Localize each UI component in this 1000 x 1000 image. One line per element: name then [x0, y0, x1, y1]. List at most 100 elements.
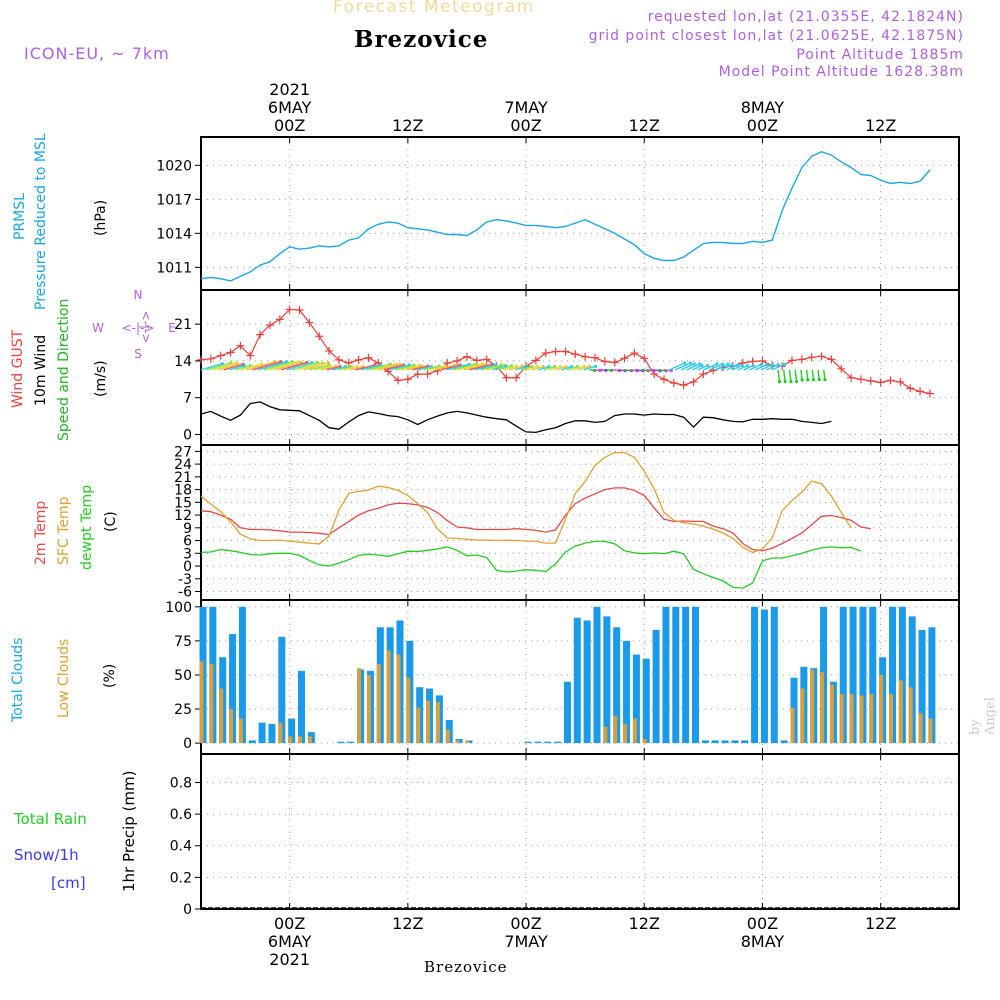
pressure-ytick-label: 1020: [156, 158, 192, 174]
wind-ytick-label: 14: [174, 354, 192, 370]
pressure-ytick-label: 1011: [156, 260, 192, 276]
total-cloud-bar: [544, 741, 552, 744]
gust-marker: [197, 355, 205, 364]
bottom-time-label: 12Z: [865, 914, 896, 933]
total-cloud-bar: [721, 740, 729, 744]
total-cloud-bar: [623, 640, 631, 744]
total-cloud-bar: [918, 629, 926, 744]
total-cloud-bar: [554, 741, 562, 744]
total-cloud-bar: [692, 606, 699, 744]
low-cloud-bar: [445, 729, 450, 744]
gust-marker: [354, 355, 363, 364]
low-cloud-bar: [918, 713, 923, 744]
snow-unit: [cm]: [51, 874, 86, 892]
wind-arrow-head: [770, 363, 775, 367]
gust-marker: [413, 370, 422, 379]
temp-ytick-label: 9: [183, 521, 192, 537]
total-cloud-bar: [613, 627, 621, 744]
precip-ytick-label: 0.8: [170, 775, 192, 791]
total-cloud-bar: [731, 740, 739, 744]
wind-arrow: [337, 365, 352, 371]
wind-arrow: [400, 364, 420, 371]
total-cloud-bar: [662, 606, 670, 744]
precip-frame: [200, 753, 960, 910]
total-cloud-bar: [268, 724, 276, 744]
gust-marker: [285, 305, 294, 314]
temp-ytick-label: 15: [174, 495, 192, 511]
gust-marker: [334, 355, 343, 364]
total-cloud-bar: [672, 606, 680, 744]
total-cloud-bar: [741, 740, 749, 744]
top-time-label: 8MAY: [741, 98, 785, 117]
low-cloud-bar: [229, 709, 234, 744]
wind-arrow: [555, 365, 567, 371]
requested-coords: requested lon,lat (21.0355E, 42.1824N): [647, 9, 964, 25]
wind-arrow: [772, 363, 785, 371]
wind-arrow: [480, 364, 502, 371]
low-cloud-bar: [435, 702, 440, 744]
gust-marker: [906, 384, 915, 393]
wind-arrow: [794, 369, 798, 382]
wind-arrow: [515, 365, 527, 371]
wind-arrow: [572, 365, 585, 371]
gust-marker: [669, 379, 678, 387]
gust-marker: [866, 376, 875, 385]
wind-arrow: [355, 364, 376, 371]
gust-marker: [216, 351, 225, 360]
gust-marker: [571, 350, 580, 359]
low-cloud-bar: [406, 677, 411, 744]
wind-arrow: [463, 363, 487, 371]
wind-arrow: [252, 361, 282, 371]
gust-marker: [847, 373, 856, 382]
compass-n: N: [134, 288, 143, 302]
wind-arrow: [389, 364, 410, 371]
low-cloud-bar: [859, 695, 864, 744]
precip-ytick-label: 0.6: [170, 807, 192, 823]
wind-arrow: [257, 361, 287, 371]
wind-arrow-head: [789, 380, 793, 384]
wind-arrow: [760, 364, 773, 371]
total-cloud-bar: [898, 606, 906, 744]
wind-arrow: [309, 364, 330, 371]
low-cloud-bar: [889, 694, 893, 744]
wind-arrow: [475, 364, 496, 371]
gust-marker: [827, 355, 836, 364]
clouds-ytick-label: 25: [174, 702, 192, 718]
wind-arrow: [343, 365, 358, 371]
gust-marker: [265, 321, 274, 330]
wind-arrow: [332, 365, 346, 371]
wind-arrow: [206, 362, 232, 371]
clouds-ytick-label: 50: [174, 668, 192, 684]
temp-ytick-label: 24: [174, 457, 192, 473]
total-cloud-bar: [238, 606, 246, 744]
wind-arrow: [406, 365, 423, 371]
gust-marker: [807, 353, 816, 362]
wind-arrow-head: [765, 363, 769, 367]
top-time-label: 7MAY: [504, 98, 548, 117]
wind-arrow-head: [817, 377, 821, 382]
gust-marker: [600, 357, 609, 366]
total-cloud-bar: [751, 606, 759, 744]
wind-arrow: [297, 362, 324, 371]
clouds-ytick-label: 0: [183, 736, 192, 752]
snow-label: Snow/1h: [14, 846, 79, 864]
sfc-temp-line: [200, 451, 852, 554]
compass-ns-arrow: <-|->: [139, 311, 153, 344]
pressure-ytick-label: 1014: [156, 226, 192, 242]
wind-arrow-head: [715, 362, 719, 366]
total-cloud-bar: [583, 620, 591, 744]
wind-arrow: [492, 365, 507, 371]
footer-location: Brezovice: [424, 958, 508, 976]
total-cloud-bar: [258, 722, 266, 744]
wind-arrow: [823, 369, 826, 380]
low-cloud-bar: [396, 654, 401, 744]
wind-arrow: [395, 364, 415, 371]
gust-marker: [630, 349, 639, 358]
gust-marker: [275, 315, 284, 324]
gust-marker: [453, 356, 462, 365]
wind-arrow-head: [800, 378, 804, 382]
total-cloud-bar: [278, 636, 286, 744]
total-cloud-bar: [248, 740, 256, 744]
wind-arrow: [526, 365, 538, 371]
